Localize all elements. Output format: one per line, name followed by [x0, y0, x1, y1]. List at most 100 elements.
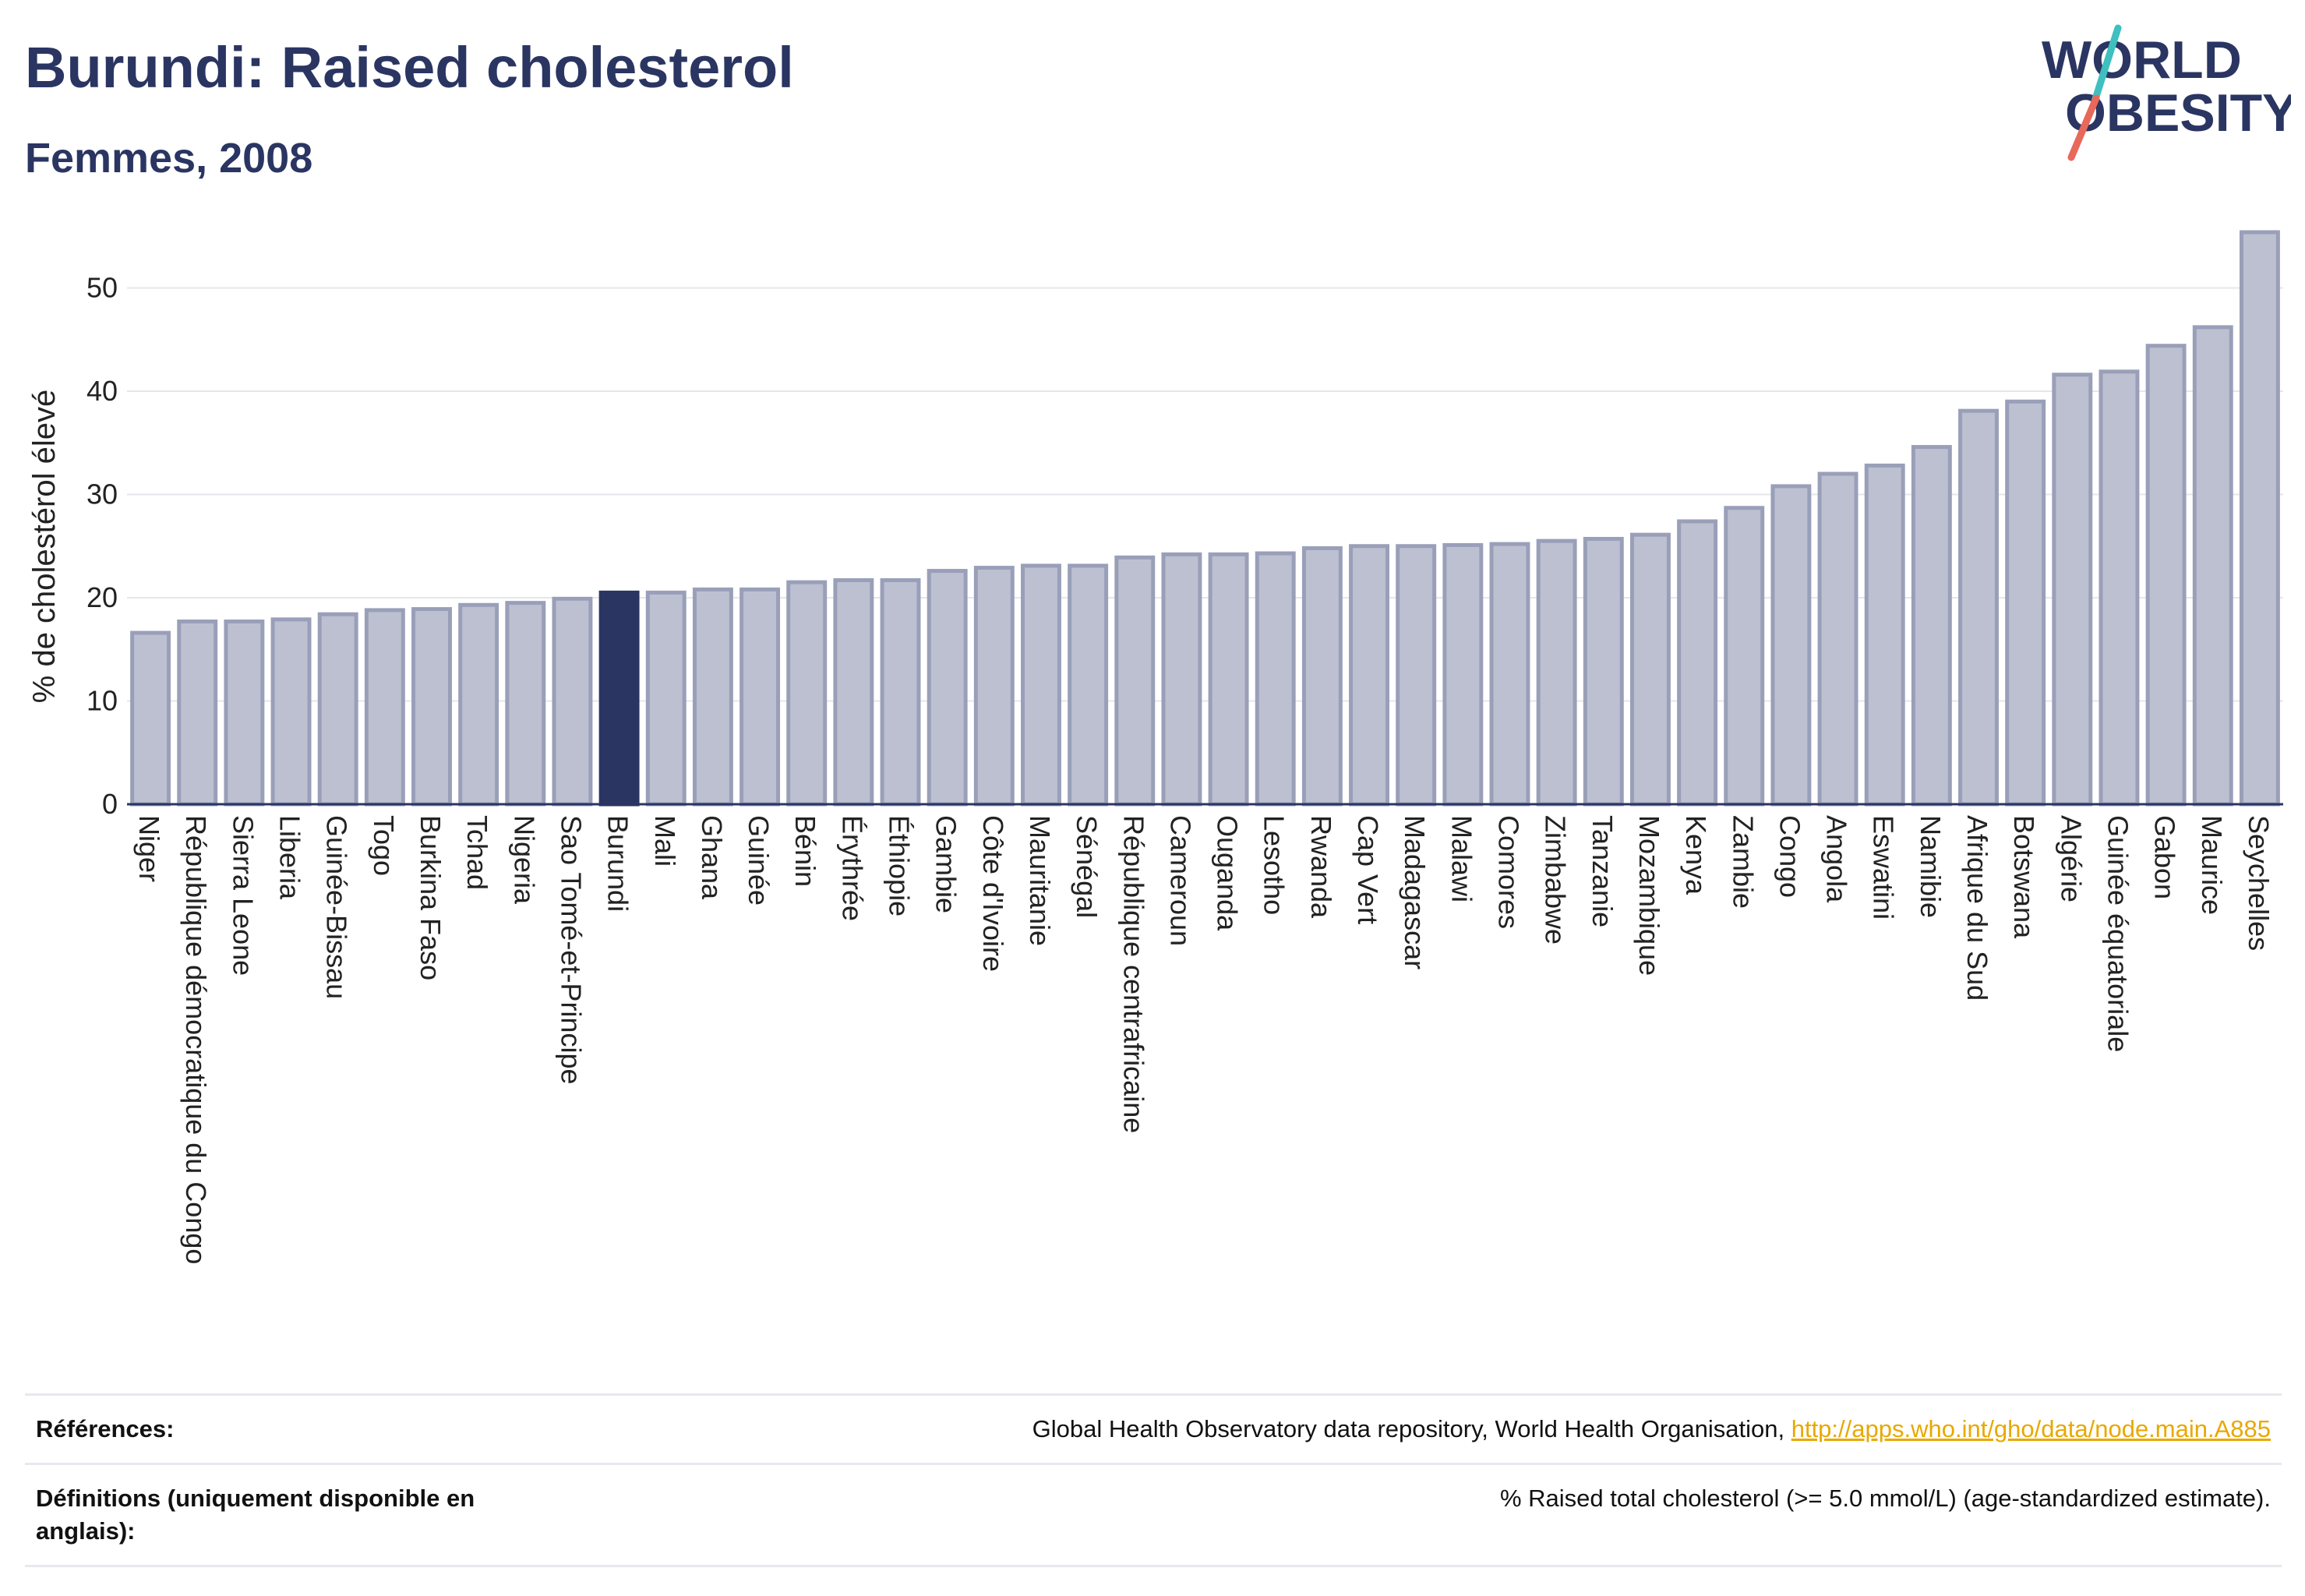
x-tick-label: Gambie	[930, 815, 962, 913]
references-link[interactable]: http://apps.who.int/gho/data/node.main.A…	[1791, 1415, 2271, 1442]
y-tick-label: 50	[86, 272, 118, 304]
bar-chart: 0 10 20 30 40 50 Niger République démocratique…	[27, 230, 2283, 1264]
bar	[458, 602, 499, 807]
x-tick-label: Cap Vert	[1352, 815, 1384, 924]
bar	[1208, 552, 1249, 807]
definitions-value: % Raised total cholesterol (>= 5.0 mmol/…	[1499, 1485, 2271, 1512]
logo-slash-bottom	[2067, 94, 2100, 161]
y-axis: 0 10 20 30 40 50	[86, 272, 118, 821]
definitions-label: Définitions (uniquement disponible en an…	[36, 1485, 475, 1545]
x-tick-label: Mauritanie	[1024, 815, 1056, 946]
x-tick-label: Seychelles	[2243, 815, 2275, 951]
bar	[880, 577, 921, 807]
bar	[1114, 555, 1156, 807]
bar	[1396, 544, 1437, 807]
x-tick-label: Bénin	[789, 815, 821, 887]
x-tick-label: Guinée	[743, 815, 775, 906]
bar	[1677, 519, 1718, 807]
references-row: Références: Global Health Observatory da…	[25, 1393, 2282, 1463]
y-tick-label: 40	[86, 375, 118, 407]
x-tick-label: Guinée-Bissau	[321, 815, 353, 999]
bar	[1536, 538, 1577, 807]
bar	[1958, 408, 1999, 807]
logo-line2: OBESITY	[2065, 83, 2291, 143]
bar	[411, 607, 452, 807]
bar	[1489, 542, 1530, 807]
bar	[2052, 373, 2093, 807]
x-tick-label: Érythrée	[836, 815, 868, 921]
logo-slash-top	[2091, 24, 2122, 105]
x-tick-label: Cameroun	[1164, 815, 1196, 946]
bar	[1864, 463, 1905, 807]
bar	[364, 608, 405, 807]
y-axis-label: % de cholestérol élevé	[27, 390, 62, 703]
x-tick-label: Sierra Leone	[227, 815, 259, 976]
bar	[692, 587, 733, 807]
x-tick-label: Burundi	[602, 815, 634, 912]
bar	[177, 619, 218, 807]
x-tick-label: Nigeria	[508, 815, 540, 905]
x-tick-label: Zambie	[1727, 815, 1759, 909]
x-tick-label: Sao Tomé-et-Principe	[555, 815, 587, 1085]
bar	[1161, 552, 1202, 807]
x-tick-label: Mozambique	[1633, 815, 1665, 976]
x-tick-label: Côte d'Ivoire	[977, 815, 1009, 972]
bar-highlight	[598, 590, 640, 807]
bar	[2145, 344, 2187, 807]
bar	[1349, 544, 1389, 807]
chart-title: Burundi: Raised cholesterol	[25, 35, 794, 100]
bar	[2192, 325, 2233, 807]
x-tick-label: Tanzanie	[1587, 815, 1618, 927]
chart-subtitle: Femmes, 2008	[25, 135, 313, 182]
bar	[1021, 563, 1061, 807]
x-tick-label: Algérie	[2055, 815, 2087, 902]
y-tick-label: 0	[102, 788, 118, 820]
x-tick-label: Liberia	[274, 815, 306, 900]
x-tick-label: Sénégal	[1071, 815, 1103, 918]
bar	[1442, 542, 1484, 807]
bar	[224, 619, 265, 807]
x-tick-label: République centrafricaine	[1117, 815, 1149, 1133]
y-tick-label: 20	[86, 581, 118, 613]
bar	[317, 612, 358, 807]
x-tick-label: Ouganda	[1212, 815, 1244, 931]
bar	[740, 587, 781, 807]
bar	[786, 580, 828, 807]
x-tick-label: Maurice	[2196, 815, 2228, 915]
x-tick-label: Congo	[1774, 815, 1806, 898]
x-tick-label: Mali	[649, 815, 681, 867]
x-tick-label: Angola	[1821, 815, 1853, 903]
x-tick-label: Guinée équatoriale	[2102, 815, 2134, 1052]
x-tick-label: Comores	[1492, 815, 1524, 929]
x-tick-label: Kenya	[1680, 815, 1712, 895]
bar	[1255, 551, 1296, 807]
x-tick-label: Madagascar	[1399, 815, 1431, 969]
references-value: Global Health Observatory data repositor…	[1032, 1413, 2271, 1446]
x-tick-label: Ghana	[696, 815, 728, 900]
x-tick-label: République démocratique du Congo	[180, 815, 212, 1264]
x-tick-label: Lesotho	[1258, 815, 1290, 915]
bar	[927, 569, 968, 807]
bar	[270, 617, 312, 807]
x-tick-label: Niger	[133, 815, 165, 882]
bar	[2005, 399, 2046, 807]
bar	[1724, 506, 1765, 807]
bar	[1770, 484, 1812, 807]
bar	[2239, 230, 2280, 807]
logo-line1: WORLD	[2042, 30, 2242, 90]
bar	[1629, 532, 1671, 807]
bar	[973, 566, 1015, 807]
references-text: Global Health Observatory data repositor…	[1032, 1415, 1791, 1442]
bars	[130, 230, 2280, 807]
y-tick-label: 10	[86, 685, 118, 717]
bar	[1583, 536, 1624, 807]
x-tick-label: Tchad	[461, 815, 493, 890]
x-axis: Niger République démocratique du Congo Sie…	[127, 803, 2283, 1264]
bar	[552, 596, 593, 807]
footer: Références: Global Health Observatory da…	[25, 1393, 2282, 1567]
definitions-row: Définitions (uniquement disponible en an…	[25, 1463, 2282, 1567]
world-obesity-logo: WORLD OBESITY	[2026, 23, 2291, 164]
x-tick-label: Namibie	[1915, 815, 1947, 918]
y-tick-label: 30	[86, 478, 118, 510]
bar	[833, 577, 874, 807]
